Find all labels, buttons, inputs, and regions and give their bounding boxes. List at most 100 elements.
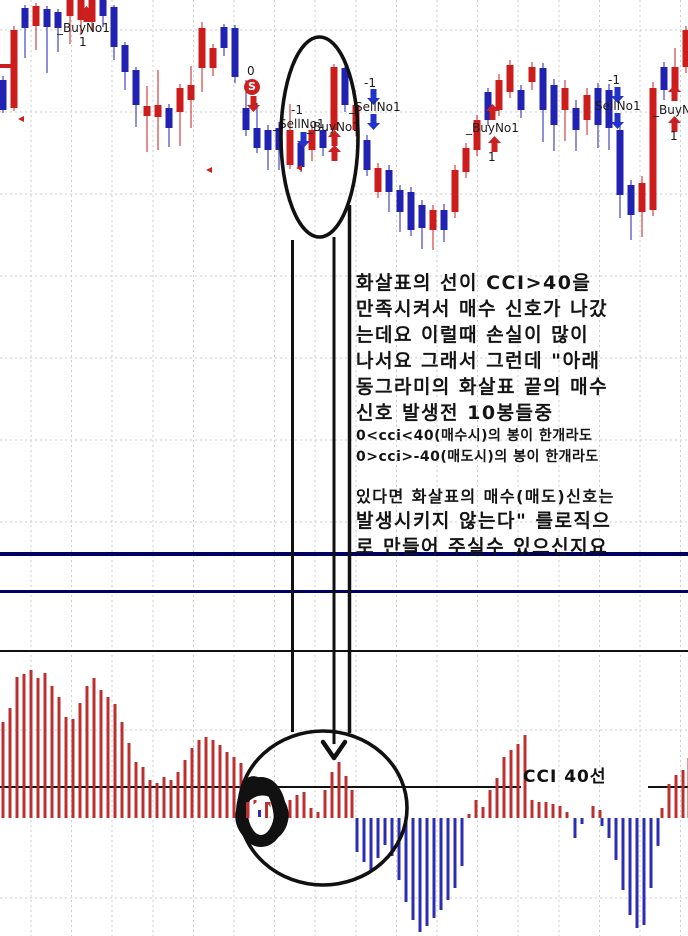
marker-label: 0 (247, 64, 255, 78)
candle-wick (69, 0, 71, 44)
cci-bar-negative (390, 818, 394, 856)
cci-bar-negative (600, 818, 604, 826)
cci-bar-positive (232, 757, 236, 818)
cci-bar-positive (495, 778, 499, 818)
cci-bar-positive (148, 780, 152, 818)
candle-wick (179, 84, 181, 146)
candle-body (10, 30, 18, 108)
cci-bar-positive (323, 790, 327, 818)
candle-wick (564, 80, 566, 141)
candle-body (638, 183, 646, 212)
candle-body (43, 9, 51, 27)
cci-bar-negative (649, 818, 653, 888)
cci-bar-positive (134, 762, 138, 818)
cci-bar-negative (635, 818, 639, 928)
price-tick-icon (206, 167, 212, 173)
marker-label: SellNo1 (595, 99, 641, 113)
cci-bar-negative (621, 818, 625, 890)
candle-body (561, 88, 569, 110)
cci-bar-negative (397, 818, 401, 880)
cci-bar-negative (439, 818, 443, 910)
candle-body (0, 80, 7, 110)
cci-bar-positive (225, 752, 229, 818)
price-tick-icon (18, 116, 24, 122)
cci-bar-negative (404, 818, 408, 902)
candle-body (143, 106, 151, 116)
cci-40-label: CCI 40선 (523, 767, 607, 787)
cci-bar-positive (309, 808, 313, 818)
buy-arrow-icon (668, 116, 681, 132)
candle-body (198, 28, 206, 68)
cci-bar-positive (551, 804, 555, 818)
buy-arrow-icon (488, 136, 501, 152)
candle-wick (24, 5, 26, 58)
candle-body (451, 170, 459, 212)
cci-bar-positive (43, 673, 47, 818)
marker-label: _BuyNo1 (307, 120, 360, 134)
marker-label: 1 (488, 150, 496, 164)
candle-body (121, 45, 129, 72)
scribble-blob-annotation (235, 776, 289, 847)
cci-bar-positive (667, 784, 671, 818)
candle-body (32, 6, 40, 26)
cci-bar-negative (642, 818, 646, 925)
candle-body (275, 128, 283, 150)
cci-bar-positive (1, 722, 5, 818)
candle-body (429, 210, 437, 230)
candle-body (253, 128, 261, 148)
cci-bar-positive (29, 670, 33, 818)
candle-body (396, 190, 404, 212)
marker-label: _BuyN (653, 103, 688, 117)
note-line: 있다면 화살표의 매수(매도)신호는 (356, 487, 615, 506)
note-line: 화살표의 선이 CCI>40을 (356, 272, 592, 294)
candle-body (176, 88, 184, 112)
cci-bar-positive (127, 743, 131, 818)
candle-body (440, 210, 448, 230)
cci-bar-negative (432, 818, 436, 918)
cci-bar-positive (176, 772, 180, 818)
candle-body (99, 0, 107, 16)
candle-body (528, 67, 536, 82)
cci-bar-negative (446, 818, 450, 900)
connector-arrowhead-icon (320, 739, 348, 761)
candle-body (649, 88, 657, 210)
candle-body (66, 0, 74, 16)
candle-body (605, 90, 613, 128)
cci-bar-negative (376, 818, 380, 858)
candle-body (220, 27, 228, 48)
sell-arrow-icon (611, 87, 624, 103)
buy-arrow-icon (80, 6, 93, 22)
cci-bar-positive (155, 783, 159, 818)
sell-arrow-icon (611, 113, 624, 129)
cci-bar-negative (460, 818, 464, 866)
cci-bar-negative (580, 818, 584, 824)
note-line: 동그라미의 화살표 끝의 매수 (356, 376, 609, 398)
candle-body (660, 67, 668, 90)
cci-bar-positive (537, 802, 541, 818)
cci-bar-negative (411, 818, 415, 920)
cci-bar-positive (85, 686, 89, 818)
cci-bar-positive (674, 775, 678, 818)
candle-wick (57, 9, 59, 52)
candle-body (308, 130, 316, 150)
cci-bar-positive (598, 810, 602, 818)
buy-arrow-icon (328, 145, 341, 161)
cci-bar-positive (337, 762, 341, 818)
marker-label: _BuyNo1 (466, 121, 519, 135)
cci-bar-positive (113, 704, 117, 818)
candle-body (297, 143, 305, 167)
buy-arrow-icon (328, 130, 341, 146)
marker-label: -1 (364, 76, 376, 90)
cci-bar-negative (418, 818, 422, 932)
cci-bar-positive (50, 686, 54, 818)
candle-body (473, 120, 481, 150)
cci-bar-positive (288, 800, 292, 818)
blob-hole-bars (246, 802, 268, 818)
candle-body (594, 88, 602, 125)
candle-body (231, 28, 239, 77)
cci-bar-positive (474, 800, 478, 818)
candle-body (110, 7, 118, 47)
